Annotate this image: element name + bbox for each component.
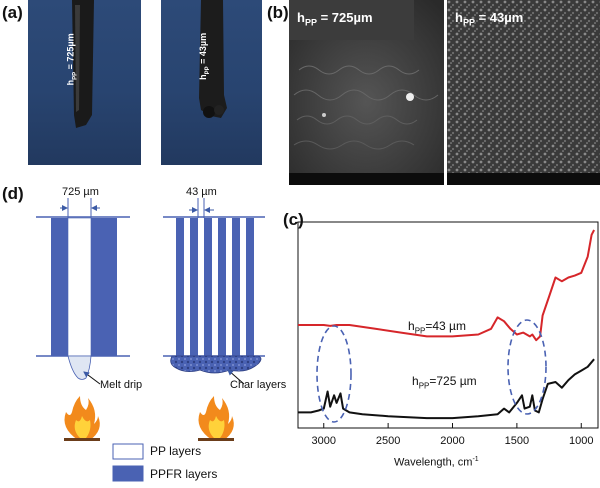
series-label-thin: hPP=43 µm [408,319,466,336]
highlight-ellipse-ch-stretch [316,325,352,423]
flame-icon [64,396,100,441]
sem-image-thick: hPP = 725µm [289,0,444,185]
legend-label-pp: PP layers [150,444,202,458]
flame-icon [198,396,234,441]
sample-label-thin: hPP = 43µm [198,32,211,80]
sample-photo-thin: hPP = 43µm [161,0,262,165]
sample-photo-thick: hPP = 725µm [28,0,141,165]
panel-label-b: (b) [267,3,289,22]
panel-label-c: (c) [283,210,304,229]
x-tick-label: 2500 [376,435,400,447]
thick-layer-stack [36,198,130,385]
sample-rod-thick [72,0,94,128]
sem-texture-thick [289,0,444,185]
legend-label-ppfr: PPFR layers [150,467,218,481]
panel-label-a: (a) [2,3,23,22]
melt-drip-label: Melt drip [100,379,143,391]
x-axis-label: Wavelength, cm-1 [394,456,479,469]
sem-title-thick: hPP = 725µm [297,10,373,28]
series-label-thick: hPP=725 µm [412,374,477,391]
thin-layer-stack [163,198,265,385]
legend-swatch-ppfr [112,465,144,482]
x-tick-label: 3000 [312,435,336,447]
x-tick-label: 1000 [569,435,593,447]
dimension-label-thin: 43 µm [186,186,217,198]
panel-label-d: (d) [2,184,24,203]
x-tick-label: 2000 [440,435,464,447]
sample-label-thick: hPP = 725µm [65,33,79,86]
sem-texture-thin [447,0,600,185]
sem-image-thin: hPP = 43µm [447,0,600,185]
char-layers-label: Char layers [230,379,287,391]
legend-swatch-pp [112,443,144,460]
highlight-ellipse-fingerprint [507,319,547,415]
sem-title-thin: hPP = 43µm [455,10,524,28]
sem-info-bar-thin [447,173,600,185]
x-tick-label: 1500 [505,435,529,447]
sem-info-bar-thick [289,173,444,185]
dimension-label-thick: 725 µm [62,186,99,198]
sample-rod-thin [199,0,227,118]
